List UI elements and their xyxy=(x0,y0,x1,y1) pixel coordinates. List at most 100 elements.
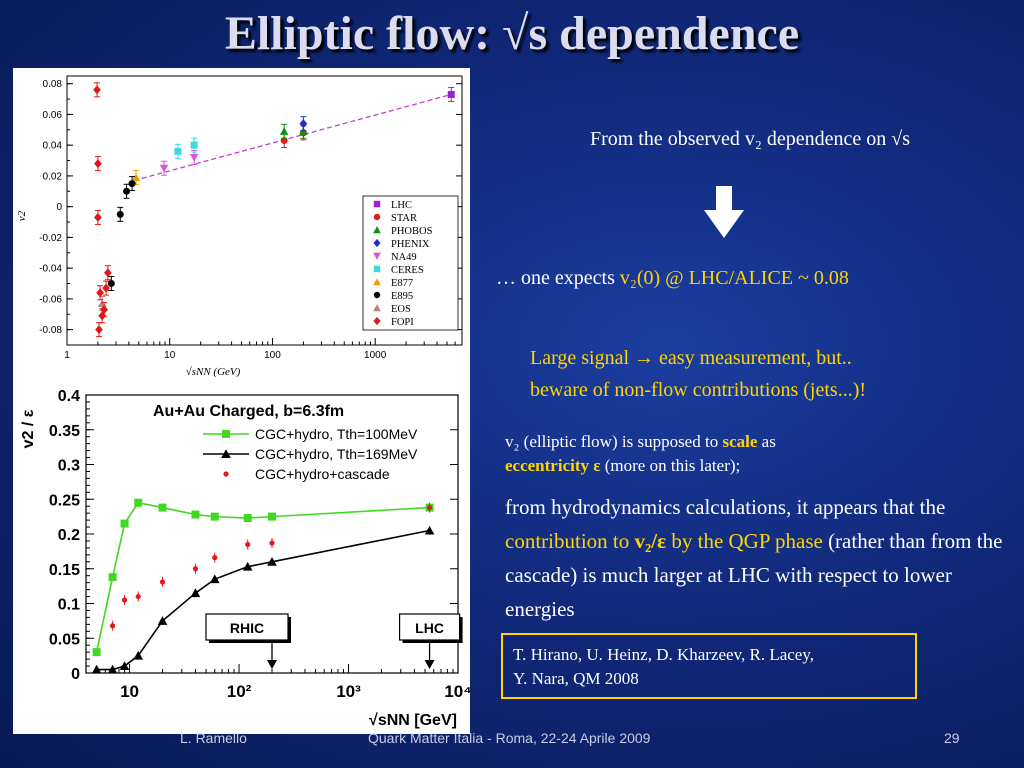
data-point-ceres xyxy=(190,141,198,149)
expectation-text: … one expects v₂(0) @ LHC/ALICE ~ 0.08 xyxy=(496,267,849,290)
data-point-fopi xyxy=(104,268,112,278)
data-point xyxy=(120,519,129,528)
data-point-lhc xyxy=(447,90,455,98)
hydro-text-c: v₂/ε xyxy=(634,529,667,553)
data-point xyxy=(190,588,201,598)
data-point xyxy=(191,510,200,519)
footer-page-number: 29 xyxy=(944,730,960,746)
data-point xyxy=(158,503,167,512)
legend-marker xyxy=(373,213,381,221)
v2-over-eps-plot: 0.4 0.35 0.3 0.25 0.2 0.15 0.1 0.05 0 10 10² 10³ 10⁴… xyxy=(13,384,472,734)
legend-marker xyxy=(373,304,381,312)
data-point-fopi xyxy=(94,212,102,222)
data-point-ceres xyxy=(174,147,182,155)
data-point xyxy=(210,512,219,521)
eccentricity-keyword: eccentricity ε xyxy=(505,456,601,475)
legend-label: PHENIX xyxy=(391,239,430,250)
data-point xyxy=(269,540,275,546)
scaling-text-e: (more on this later); xyxy=(600,456,741,475)
x-tick-label: 10 xyxy=(120,682,139,701)
chart-title: Au+Au Charged, b=6.3fm xyxy=(153,403,344,420)
legend-label: E895 xyxy=(391,291,413,302)
y-axis-label: v2 / ε xyxy=(20,409,37,448)
data-point xyxy=(92,648,101,657)
data-point-e895 xyxy=(128,180,136,188)
y-tick-label: -0.06 xyxy=(39,294,62,305)
data-point xyxy=(424,525,435,535)
y-axis-label: v2 xyxy=(16,210,28,221)
y-tick-label: 0.2 xyxy=(58,527,80,544)
footer-author: L. Ramello xyxy=(180,730,247,746)
data-point-fopi xyxy=(94,159,102,169)
data-point-phobos xyxy=(279,127,289,135)
y-tick-label: 0 xyxy=(56,202,62,213)
scaling-keyword: scale xyxy=(722,432,758,451)
y-tick-label: -0.02 xyxy=(39,233,62,244)
x-tick-label: 10² xyxy=(227,682,252,701)
legend-marker xyxy=(223,471,229,477)
down-arrow-icon xyxy=(267,660,277,669)
observation-text: From the observed v₂ dependence on √s xyxy=(589,128,911,150)
data-point-eos xyxy=(97,299,107,307)
data-point xyxy=(134,498,143,507)
legend-label: LHC xyxy=(391,200,412,211)
hydro-text-a: from hydrodynamics calculations, it appe… xyxy=(505,495,946,519)
legend-marker xyxy=(222,430,230,438)
data-point xyxy=(242,561,253,571)
data-point xyxy=(157,616,168,625)
annotation-box xyxy=(205,613,289,641)
y-tick-label: 0.08 xyxy=(43,79,63,90)
legend-marker xyxy=(373,278,381,286)
data-point xyxy=(121,597,128,603)
v2-over-eps-chart: 0.4 0.35 0.3 0.25 0.2 0.15 0.1 0.05 0 10 10² 10³ 10⁴… xyxy=(20,388,472,729)
data-point-na49 xyxy=(189,153,199,162)
data-point xyxy=(110,623,116,629)
scaling-text-a: v₂ (elliptic flow) is supposed to xyxy=(505,432,723,451)
x-tick-label: 1000 xyxy=(364,350,387,361)
legend-marker xyxy=(373,265,381,273)
legend-marker xyxy=(373,316,381,326)
data-point xyxy=(243,514,252,523)
signal-note-line2: beware of non-flow contributions (jets..… xyxy=(530,379,867,401)
data-point xyxy=(267,557,277,566)
annotation-label: LHC xyxy=(415,620,444,636)
legend-marker xyxy=(373,226,381,234)
legend-marker xyxy=(373,200,381,208)
y-tick-label: 0.4 xyxy=(58,388,80,405)
down-arrow-icon xyxy=(704,186,744,238)
series-line xyxy=(95,501,430,653)
data-point xyxy=(212,555,218,561)
data-point xyxy=(107,664,118,674)
down-arrow-icon xyxy=(424,660,435,669)
y-tick-label: 0 xyxy=(71,666,80,683)
x-tick-label: 10 xyxy=(164,350,176,361)
data-point-fopi xyxy=(100,305,109,315)
data-point xyxy=(133,650,144,660)
data-point xyxy=(245,541,251,548)
data-point-e895 xyxy=(123,187,131,195)
data-point xyxy=(192,566,199,572)
expectation-value: v₂(0) @ LHC/ALICE ~ 0.08 xyxy=(619,267,849,289)
legend-label: NA49 xyxy=(391,252,417,263)
hydro-text: from hydrodynamics calculations, it appe… xyxy=(505,490,1010,626)
legend-label: CGC+hydro, Tth=169MeV xyxy=(255,446,418,462)
y-tick-label: 0.06 xyxy=(43,110,63,121)
data-point-fopi xyxy=(96,288,104,298)
annotation-box xyxy=(398,613,461,641)
legend-label: CGC+hydro+cascade xyxy=(255,466,390,482)
data-point xyxy=(268,512,276,521)
data-point-e877 xyxy=(131,173,141,181)
y-tick-label: 0.1 xyxy=(58,597,80,614)
signal-note: Large signal → easy measurement, but.. b… xyxy=(530,342,866,406)
legend-label: EOS xyxy=(391,304,411,315)
legend-label: STAR xyxy=(391,213,417,224)
data-point-fopi xyxy=(95,325,103,335)
x-tick-label: 100 xyxy=(264,350,281,361)
legend-marker xyxy=(373,238,381,248)
data-point-e895 xyxy=(116,210,124,218)
expectation-prefix: … one expects xyxy=(496,267,620,289)
y-tick-label: -0.04 xyxy=(39,264,62,275)
legend-label: CGC+hydro, Tth=100MeV xyxy=(255,426,418,442)
legend-marker xyxy=(373,291,381,299)
data-point xyxy=(119,661,130,671)
